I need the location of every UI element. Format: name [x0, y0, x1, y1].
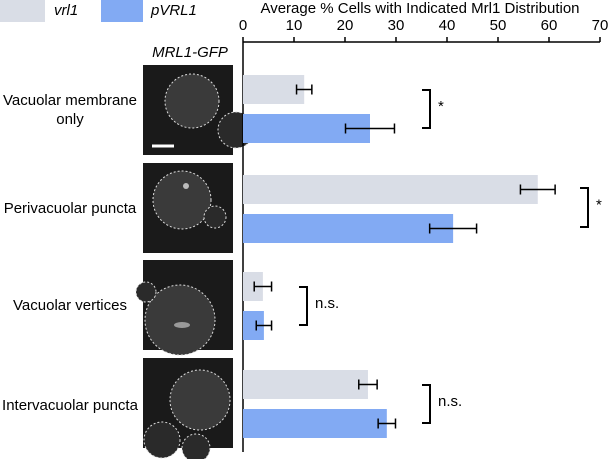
error-bar [358, 379, 378, 390]
category-label: Intervacuolar puncta [2, 396, 138, 414]
category-label: Vacuolar membrane only [3, 92, 137, 128]
x-tick-label: 20 [337, 17, 354, 34]
axis-title: Average % Cells with Indicated Mrl1 Dist… [260, 0, 579, 17]
significance-bracket [580, 187, 589, 228]
bar [243, 370, 368, 399]
legend-swatch [101, 0, 143, 22]
bar [243, 409, 387, 438]
bar [243, 311, 264, 340]
micrograph [143, 163, 233, 253]
error-bar [428, 223, 478, 234]
significance-bracket [299, 286, 308, 326]
bar [243, 175, 538, 204]
significance-label: n.s. [315, 295, 339, 312]
significance-label: * [596, 196, 602, 213]
micrograph [143, 358, 233, 459]
error-bar [344, 123, 396, 134]
error-bar [377, 418, 397, 429]
bar [243, 75, 305, 104]
x-tick-label: 10 [286, 17, 303, 34]
error-bar [253, 281, 273, 292]
significance-bracket [422, 384, 431, 424]
x-tick-label: 0 [239, 17, 247, 34]
significance-label: * [438, 98, 444, 115]
x-tick-label: 60 [541, 17, 558, 34]
bar [243, 214, 454, 243]
error-bar [255, 320, 273, 331]
micrograph [143, 65, 255, 155]
x-tick-label: 70 [592, 17, 608, 34]
category-label: Perivacuolar puncta [3, 199, 137, 217]
category-label: Vacuolar vertices [13, 296, 127, 314]
legend-label: vrl1 [54, 2, 78, 19]
x-tick-label: 40 [439, 17, 456, 34]
bar [243, 272, 263, 301]
significance-bracket [422, 89, 431, 129]
image-label: MRL1-GFP [152, 44, 228, 61]
legend-swatch [0, 0, 45, 22]
legend-label: pVRL1 [150, 2, 197, 19]
error-bar [519, 184, 556, 195]
x-tick-label: 50 [490, 17, 507, 34]
significance-label: n.s. [438, 393, 462, 410]
error-bar [295, 84, 313, 95]
micrograph [135, 260, 233, 356]
x-tick-label: 30 [388, 17, 405, 34]
